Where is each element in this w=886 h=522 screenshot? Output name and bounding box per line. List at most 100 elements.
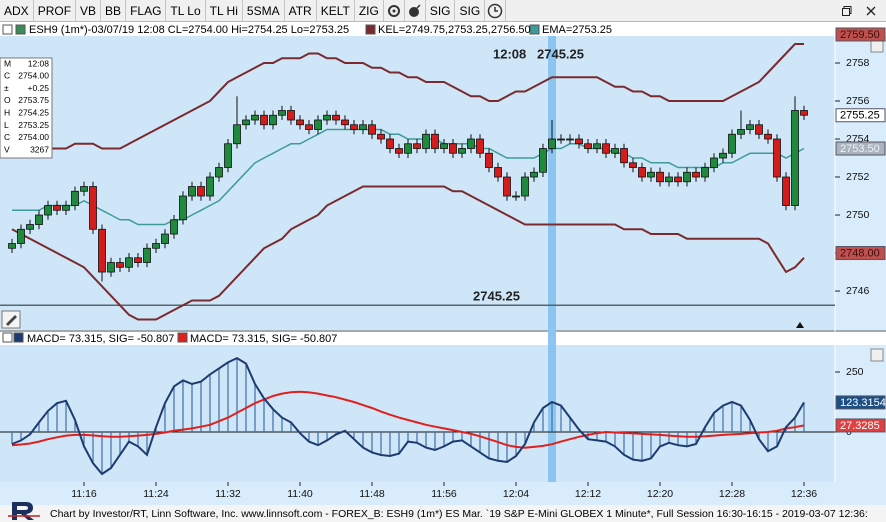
candle-body <box>188 186 196 197</box>
toolbar-button[interactable]: ADX <box>0 0 34 21</box>
toolbar-button[interactable]: BB <box>101 0 127 21</box>
settings-icon[interactable] <box>384 0 405 21</box>
candle-body <box>602 143 610 154</box>
candle-body <box>449 143 457 154</box>
indicator-line <box>12 128 805 226</box>
candle-body <box>71 190 79 206</box>
candle-body <box>341 119 349 126</box>
toolbar-button[interactable]: TL Lo <box>166 0 206 21</box>
candle-body <box>251 114 259 121</box>
info-value: 2754.00 <box>18 132 49 142</box>
candle-body <box>782 176 790 206</box>
candle-body <box>431 133 439 149</box>
header-icon <box>529 24 540 35</box>
y-tick-label: 2746 <box>846 285 870 297</box>
close-button[interactable] <box>866 6 876 16</box>
info-key: C <box>4 71 10 81</box>
candle-body <box>323 114 331 121</box>
price-tag: 2753.50 <box>840 143 880 155</box>
footer-bg <box>0 505 886 522</box>
x-tick-label: 11:40 <box>287 488 313 500</box>
scroll-marker <box>796 322 804 328</box>
window-controls <box>842 0 886 21</box>
candle-body <box>395 148 403 154</box>
price-tag-bg <box>835 246 886 261</box>
candle-body <box>116 262 124 268</box>
x-tick-label: 12:28 <box>719 488 745 500</box>
x-tick-label: 11:16 <box>71 488 97 500</box>
y-tick-label: 2756 <box>846 95 870 107</box>
macd-header: MACD= 73.315, SIG= -50.807 <box>190 333 337 345</box>
info-box-bg <box>0 57 53 159</box>
candle-body <box>494 167 502 178</box>
info-box: M 12:08 C 2754.00 ± +0.25 O 2753.75 H 2754.25 L 275… <box>0 57 53 159</box>
panel-button[interactable] <box>870 348 884 362</box>
candle-body <box>8 243 16 249</box>
price-tag: 123.3154 <box>840 397 886 409</box>
toolbar-button[interactable]: ATR <box>285 0 317 21</box>
x-tick-label: 11:24 <box>143 488 169 500</box>
logo <box>8 502 40 520</box>
y-tick-label: 2752 <box>846 171 870 183</box>
candle-body <box>350 124 358 130</box>
candle-body <box>521 176 529 197</box>
candle-body <box>701 167 709 178</box>
candle-body <box>89 186 97 230</box>
toolbar-button[interactable]: 5SMA <box>243 0 285 21</box>
price-tag: 2759.50 <box>840 29 880 41</box>
cursor-band <box>548 36 556 482</box>
candle-body <box>305 124 313 130</box>
candle-body <box>260 114 268 126</box>
candle-body <box>17 228 25 244</box>
candle-body <box>458 148 466 154</box>
footer-text: Chart by Investor/RT, Linn Software, Inc… <box>50 508 868 520</box>
candle-body <box>719 152 727 159</box>
restore-button[interactable] <box>842 5 852 16</box>
candle-body <box>764 133 772 140</box>
toolbar-button[interactable]: ZIG <box>355 0 384 21</box>
candle-body <box>125 257 133 268</box>
price-tag-bg <box>835 418 886 433</box>
header-icon <box>15 24 26 35</box>
candle-body <box>161 233 169 244</box>
panel-button[interactable] <box>870 39 884 53</box>
macd-plot-bg <box>0 345 835 482</box>
bomb-icon[interactable] <box>405 0 426 21</box>
clock-icon[interactable] <box>485 0 507 21</box>
candle-body <box>278 110 286 116</box>
candle-body <box>467 138 475 149</box>
x-tick-label: 12:12 <box>575 488 601 500</box>
toolbar-button[interactable]: FLAG <box>126 0 167 21</box>
candle-body <box>674 176 682 183</box>
toolbar-button[interactable]: KELT <box>317 0 355 21</box>
price-tag-bg <box>835 27 886 42</box>
info-key: H <box>4 107 10 117</box>
toolbar-button[interactable]: SIG <box>426 0 456 21</box>
candle-body <box>656 171 664 183</box>
toolbar-button[interactable]: VB <box>76 0 102 21</box>
candle-body <box>62 205 70 211</box>
info-value: 2754.25 <box>18 107 49 117</box>
candle-body <box>440 143 448 149</box>
x-tick-label: 11:56 <box>431 488 457 500</box>
candle-body <box>593 143 601 149</box>
toolbar-button[interactable]: TL Hi <box>206 0 243 21</box>
toolbar-button[interactable]: PROF <box>34 0 77 21</box>
candle-body <box>179 195 187 221</box>
candle-body <box>413 143 421 149</box>
macd-header: MACD= 73.315, SIG= -50.807 <box>27 333 174 345</box>
x-tick-label: 12:04 <box>503 488 529 500</box>
info-value: 12:08 <box>28 58 50 68</box>
indicator-buttons: ADX PROF VB BB FLAG TL Lo TL Hi 5SMA ATR KELT ZIG <box>0 0 384 21</box>
candle-body <box>287 110 295 121</box>
info-key: V <box>4 144 10 154</box>
price-tag: 2755.25 <box>840 110 880 122</box>
candle-body <box>134 257 142 263</box>
candle-body <box>314 119 322 130</box>
toolbar-button[interactable]: SIG <box>455 0 486 21</box>
info-key: C <box>4 132 10 142</box>
candle-body <box>143 247 151 263</box>
candle-body <box>584 143 592 149</box>
candle-body <box>35 214 43 225</box>
